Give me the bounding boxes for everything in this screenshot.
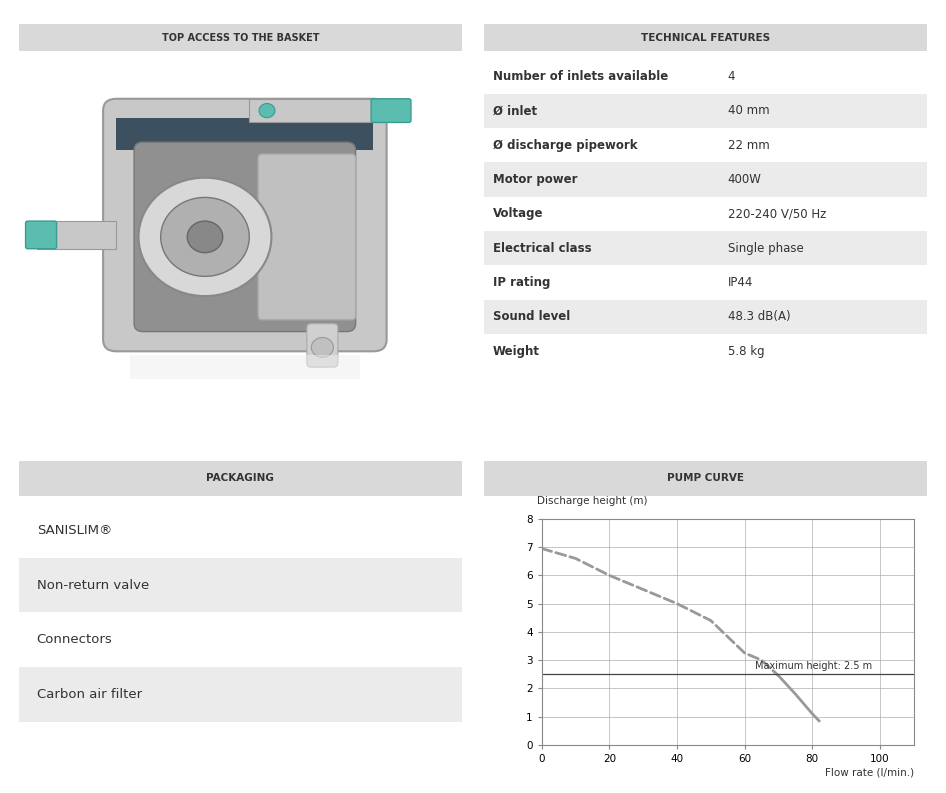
Circle shape: [311, 338, 333, 357]
Text: Motor power: Motor power: [493, 173, 577, 186]
Text: 5.8 kg: 5.8 kg: [727, 345, 764, 358]
Text: Discharge height (m): Discharge height (m): [537, 496, 648, 506]
FancyBboxPatch shape: [371, 99, 411, 122]
FancyBboxPatch shape: [484, 461, 927, 496]
Circle shape: [187, 221, 222, 253]
FancyBboxPatch shape: [484, 266, 927, 300]
Circle shape: [259, 104, 275, 117]
Text: TOP ACCESS TO THE BASKET: TOP ACCESS TO THE BASKET: [162, 33, 319, 43]
Text: 400W: 400W: [727, 173, 762, 186]
FancyBboxPatch shape: [103, 99, 387, 351]
FancyBboxPatch shape: [484, 24, 927, 52]
FancyBboxPatch shape: [116, 118, 374, 150]
Text: Electrical class: Electrical class: [493, 242, 591, 255]
FancyBboxPatch shape: [19, 557, 462, 612]
Text: 48.3 dB(A): 48.3 dB(A): [727, 310, 790, 324]
Text: SANISLIM®: SANISLIM®: [37, 523, 112, 537]
FancyBboxPatch shape: [37, 221, 116, 249]
FancyBboxPatch shape: [19, 24, 462, 52]
Circle shape: [161, 197, 250, 276]
FancyBboxPatch shape: [19, 668, 462, 722]
FancyBboxPatch shape: [26, 221, 57, 249]
FancyBboxPatch shape: [19, 612, 462, 668]
Text: PACKAGING: PACKAGING: [206, 473, 274, 484]
Text: Ø inlet: Ø inlet: [493, 105, 537, 117]
Text: 22 mm: 22 mm: [727, 139, 769, 151]
Text: IP44: IP44: [727, 276, 753, 289]
FancyBboxPatch shape: [484, 334, 927, 368]
FancyBboxPatch shape: [19, 503, 462, 557]
FancyBboxPatch shape: [484, 163, 927, 197]
FancyBboxPatch shape: [484, 59, 927, 94]
FancyBboxPatch shape: [484, 94, 927, 128]
Text: Connectors: Connectors: [37, 634, 113, 646]
Text: Carbon air filter: Carbon air filter: [37, 688, 142, 701]
FancyBboxPatch shape: [484, 128, 927, 163]
FancyBboxPatch shape: [307, 324, 338, 367]
Text: Ø discharge pipework: Ø discharge pipework: [493, 139, 638, 151]
Text: Voltage: Voltage: [493, 207, 543, 220]
Text: 40 mm: 40 mm: [727, 105, 769, 117]
FancyBboxPatch shape: [250, 99, 382, 122]
Text: Single phase: Single phase: [727, 242, 803, 255]
FancyBboxPatch shape: [130, 355, 360, 379]
FancyBboxPatch shape: [19, 461, 462, 496]
FancyBboxPatch shape: [134, 142, 356, 331]
Circle shape: [138, 178, 272, 296]
FancyBboxPatch shape: [258, 154, 356, 320]
Text: 4: 4: [727, 70, 735, 83]
Text: Flow rate (l/min.): Flow rate (l/min.): [825, 768, 914, 777]
Text: Weight: Weight: [493, 345, 540, 358]
Text: 220-240 V/50 Hz: 220-240 V/50 Hz: [727, 207, 826, 220]
Text: Non-return valve: Non-return valve: [37, 579, 149, 592]
Text: Number of inlets available: Number of inlets available: [493, 70, 668, 83]
Text: PUMP CURVE: PUMP CURVE: [667, 473, 745, 484]
FancyBboxPatch shape: [484, 197, 927, 231]
FancyBboxPatch shape: [484, 300, 927, 334]
Text: IP rating: IP rating: [493, 276, 551, 289]
Text: TECHNICAL FEATURES: TECHNICAL FEATURES: [641, 33, 770, 43]
FancyBboxPatch shape: [484, 231, 927, 266]
Text: Sound level: Sound level: [493, 310, 570, 324]
